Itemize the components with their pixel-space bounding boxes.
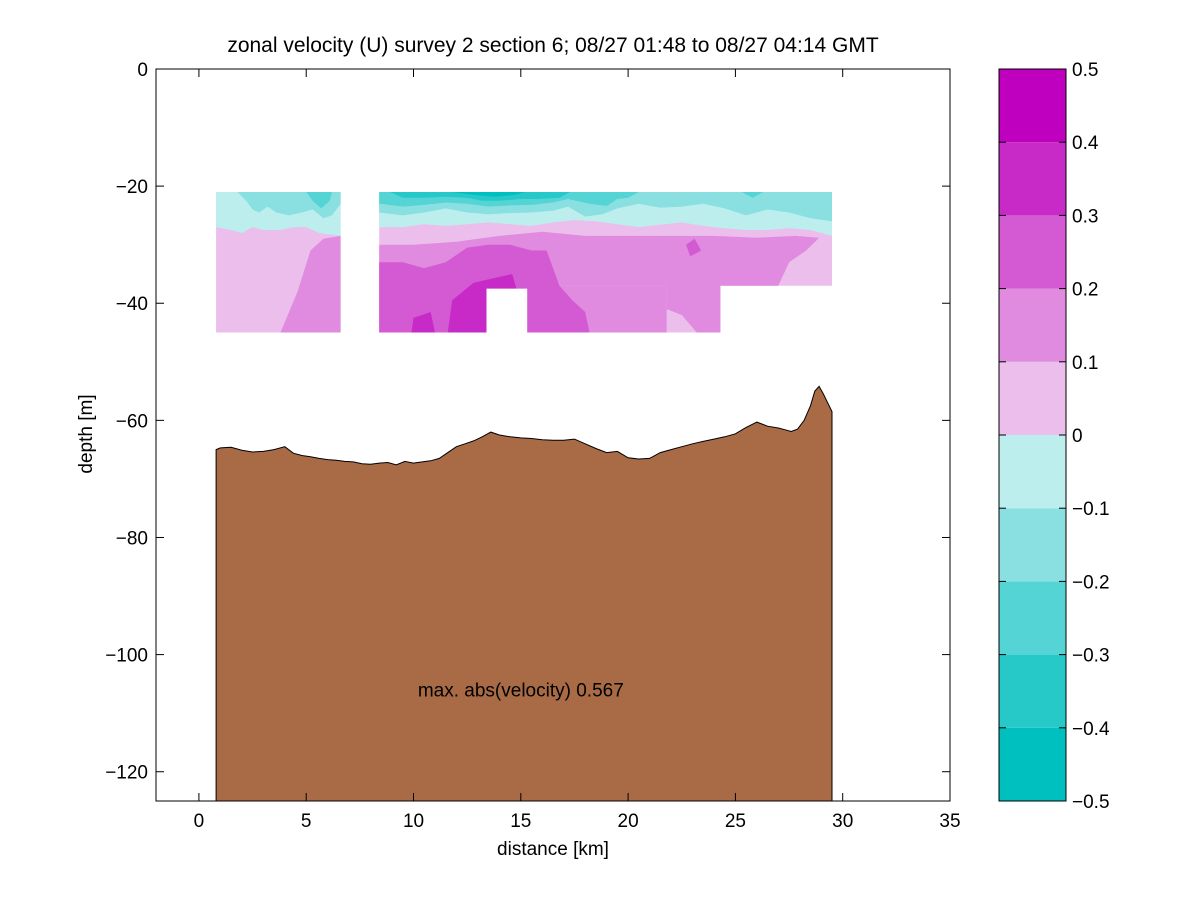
seafloor-bathymetry [215,385,833,802]
colorbar-swatch [999,288,1066,362]
y-tick-label: −20 [116,177,148,198]
y-tick-label: −120 [105,763,148,784]
y-axis: 0 −20 −40 −60 −80 −100 −120 [105,60,950,784]
contour-patch-4 [306,192,332,209]
colorbar-tick-label: 0 [1072,426,1083,447]
x-tick-label: 15 [510,811,531,832]
contour-patch-17 [741,192,764,198]
colorbar-tick-label: −0.2 [1072,572,1110,593]
plot-area [215,192,833,802]
colorbar-swatch [999,69,1066,143]
colorbar-swatch [999,581,1066,655]
colorbar-tick-label: −0.5 [1072,792,1110,813]
colorbar-tick-label: −0.4 [1072,719,1110,740]
contour-patch-10 [411,312,435,333]
colorbar-swatch [999,654,1066,728]
axes-frame [155,68,951,802]
x-axis: 0 5 10 15 20 25 30 35 [194,69,961,832]
colorbar-tick-label: −0.1 [1072,499,1110,520]
colorbar-swatch [999,508,1066,582]
colorbar-tick-label: 0.3 [1072,206,1098,227]
chart-title: zonal velocity (U) survey 2 section 6; 0… [227,34,879,57]
contour-patch-1 [280,235,341,333]
colorbar-tick-label: 0.4 [1072,133,1099,154]
y-tick-label: 0 [137,60,148,81]
colorbar-tick-label: 0.2 [1072,280,1098,301]
x-axis-label: distance [km] [497,839,609,860]
colorbar-swatch [999,727,1066,801]
colorbar-swatch [999,215,1066,289]
contour-patch-19 [486,288,528,333]
colorbar-tick-label: 0.1 [1072,353,1098,374]
contour-patch-15 [389,192,571,201]
y-axis-label: depth [m] [76,394,97,473]
y-tick-label: −80 [116,528,148,549]
y-tick-label: −40 [116,294,148,315]
contour-patch-11 [686,238,702,257]
x-tick-label: 30 [832,811,853,832]
colorbar: −0.5 −0.4 −0.3 −0.2 −0.1 0 0.1 0.2 0.3 0.4 0.5 [998,60,1110,813]
colorbar-tick-label: −0.3 [1072,646,1110,667]
x-tick-label: 0 [194,811,205,832]
contour-patch-16 [452,192,526,197]
x-tick-label: 25 [725,811,746,832]
colorbar-swatch [999,142,1066,216]
colorbar-swatch [999,361,1066,435]
colorbar-tick-label: 0.5 [1072,60,1098,81]
x-tick-label: 35 [939,811,960,832]
max-velocity-annotation: max. abs(velocity) 0.567 [418,681,624,702]
x-tick-label: 5 [301,811,312,832]
y-tick-label: −100 [105,646,148,667]
colorbar-swatch [999,435,1066,509]
x-tick-label: 20 [618,811,639,832]
x-tick-label: 10 [403,811,424,832]
y-tick-label: −60 [116,411,148,432]
contour-patch-18 [821,192,832,207]
